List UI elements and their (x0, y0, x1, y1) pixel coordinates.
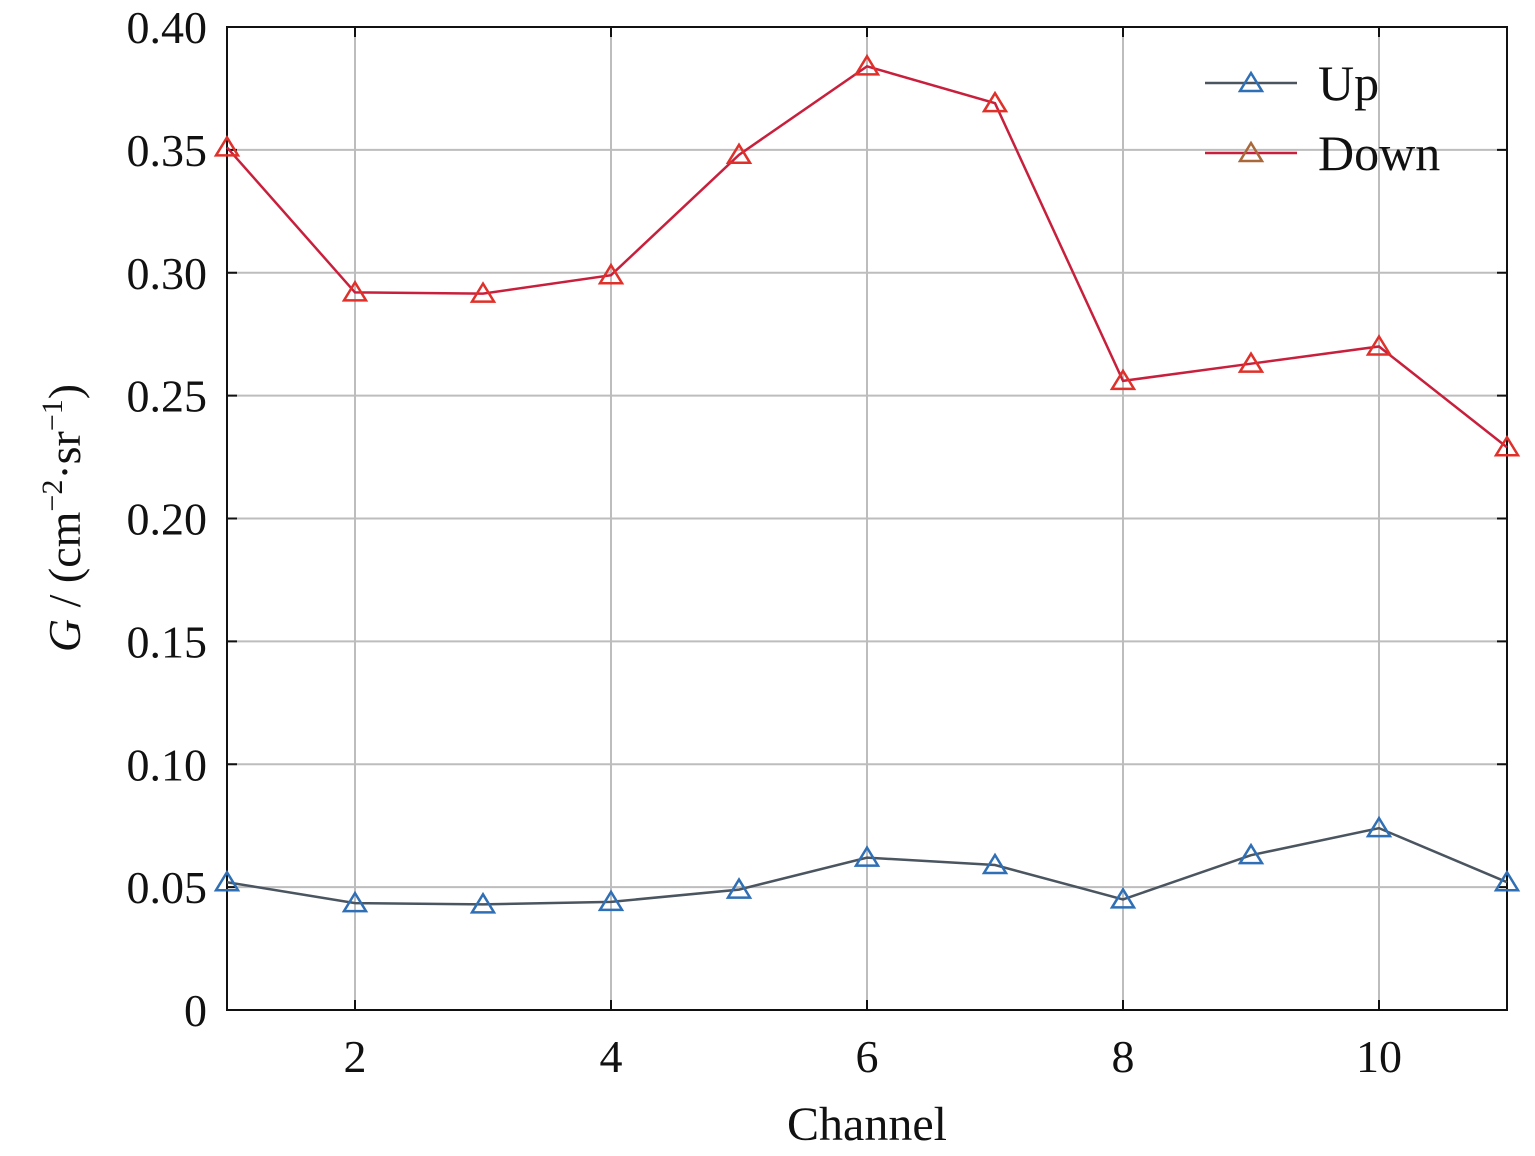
data-point-down (469, 281, 497, 303)
data-point-up (469, 891, 497, 914)
legend-marker-triangle-icon (1237, 70, 1265, 93)
data-point-down (1109, 368, 1137, 391)
y-tick-label: 0.05 (127, 862, 208, 913)
data-point-down (1365, 334, 1393, 356)
legend-label: Up (1318, 55, 1379, 111)
y-tick-label: 0.10 (127, 739, 208, 790)
data-point-up (1493, 869, 1521, 892)
series-down (213, 53, 1521, 457)
x-tick-label: 2 (344, 1031, 367, 1082)
series-line-up (226, 826, 1508, 906)
data-point-up (725, 877, 753, 899)
y-tick-label: 0.40 (127, 2, 208, 53)
data-point-up (1109, 887, 1137, 909)
data-point-up (853, 845, 881, 867)
series-line-down (226, 64, 1508, 449)
series-layer (213, 53, 1521, 914)
data-point-down (853, 53, 881, 76)
legend-marker-triangle-icon (1237, 140, 1265, 163)
series-up (213, 815, 1521, 914)
x-tick-label: 6 (856, 1031, 879, 1082)
data-point-up (341, 890, 369, 913)
x-tick-label: 4 (600, 1031, 623, 1082)
y-tick-label: 0.30 (127, 248, 208, 299)
legend-label: Down (1318, 125, 1440, 181)
data-point-down (597, 262, 625, 285)
data-point-down (341, 280, 369, 302)
data-point-down (213, 135, 241, 157)
x-tick-label: 10 (1356, 1031, 1402, 1082)
legend-item-down: Down (1205, 125, 1440, 181)
legend-item-up: Up (1205, 55, 1379, 111)
y-tick-label: 0.20 (127, 494, 208, 545)
data-point-down (1237, 351, 1265, 373)
x-axis-label: Channel (787, 1098, 947, 1151)
data-point-down (981, 90, 1009, 113)
y-tick-label: 0.25 (127, 371, 208, 422)
data-point-up (597, 889, 625, 912)
y-axis-label: G / (cm−2·sr−1) (36, 384, 90, 652)
data-point-down (725, 142, 753, 165)
y-tick-label: 0.35 (127, 125, 208, 176)
legend: Up Down (1205, 55, 1440, 181)
y-tick-label: 0.15 (127, 616, 208, 667)
y-tick-label: 0 (184, 985, 207, 1036)
plot-frame (226, 26, 1508, 1011)
data-point-up (1237, 842, 1265, 865)
data-point-up (1365, 815, 1393, 838)
x-tick-label: 8 (1112, 1031, 1135, 1082)
data-point-up (213, 869, 241, 892)
data-point-down (1493, 434, 1521, 457)
grid (227, 27, 1507, 1010)
tick-labels: 2 4 6 8 10 0 0.05 0.10 0.15 0.20 0.25 0.30 0.35 0.40 (127, 2, 1403, 1082)
data-point-up (981, 852, 1009, 875)
